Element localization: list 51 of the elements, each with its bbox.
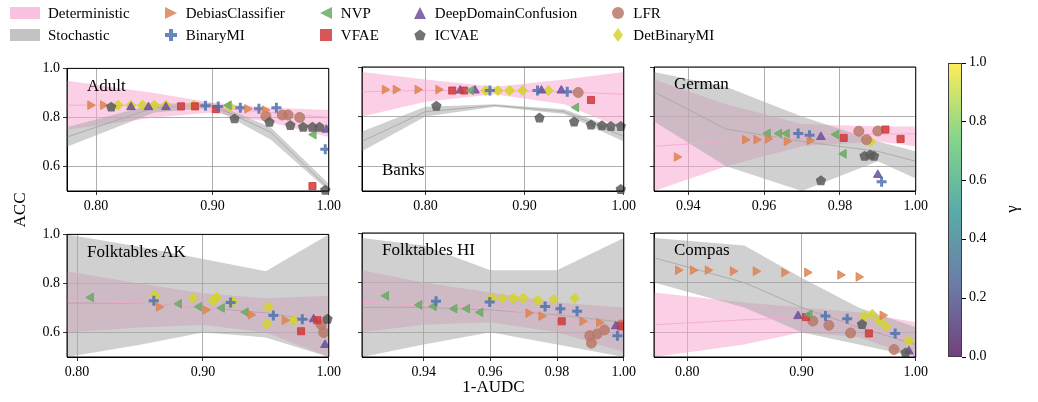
- x-tick-label: 0.90: [789, 364, 814, 380]
- x-tick-label: 1.00: [316, 364, 341, 380]
- x-tick-label: 0.90: [512, 198, 537, 214]
- x-tick-label: 0.80: [83, 198, 109, 214]
- legend-label: Deterministic: [48, 4, 130, 22]
- x-axis-title: 1-AUDC: [462, 377, 525, 396]
- x-tick-label: 1.00: [903, 198, 928, 214]
- x-tick-label: 1.00: [611, 364, 636, 380]
- color-bar-label: 1.0: [969, 54, 987, 70]
- y-tick-label: 0.6: [42, 324, 60, 340]
- y-tick-label: 1.0: [42, 60, 60, 76]
- legend-label: BinaryMI: [185, 26, 245, 44]
- chart-title: Folktables HI: [382, 240, 476, 260]
- chart-title: German: [674, 74, 730, 94]
- color-bar-label: 0.0: [969, 348, 987, 364]
- x-tick-label: 0.80: [64, 364, 90, 380]
- x-tick-label: 0.90: [200, 198, 225, 214]
- x-tick-label: 0.98: [827, 198, 853, 214]
- x-tick-label: 0.94: [411, 364, 436, 380]
- x-tick-label: 1.00: [316, 198, 341, 214]
- legend-label: DetBinaryMI: [633, 26, 715, 44]
- color-bar-label: 0.6: [969, 171, 987, 188]
- legend-label: ICVAE: [434, 26, 479, 44]
- chart-title: Folktables AK: [87, 241, 187, 261]
- chart-title: Adult: [87, 75, 126, 95]
- text: Banks: [382, 160, 425, 180]
- x-tick-label: 1.00: [611, 198, 636, 214]
- y-tick-label: 0.6: [42, 158, 60, 174]
- x-tick-label: 0.96: [478, 364, 503, 380]
- legend-label: VFAE: [340, 26, 379, 44]
- x-tick-label: 1.00: [903, 364, 928, 380]
- legend-label: LFR: [633, 4, 661, 22]
- y-tick-label: 1.0: [42, 226, 60, 242]
- x-tick-label: 0.90: [190, 364, 216, 380]
- x-tick-label: 0.94: [675, 198, 701, 214]
- legend-label: DeepDomainConfusion: [434, 4, 578, 22]
- y-axis-title: ACC: [10, 191, 30, 230]
- x-tick-label: 0.96: [751, 198, 777, 214]
- chart-title: Compas: [674, 240, 730, 260]
- legend-label: Stochastic: [48, 26, 110, 44]
- color-bar-label: 0.8: [969, 112, 987, 129]
- x-tick-label: 0.98: [544, 364, 570, 380]
- x-tick-label: 0.80: [674, 364, 700, 380]
- y-tick-label: 0.8: [42, 109, 60, 125]
- y-tick-label: 0.8: [42, 275, 60, 291]
- color-bar-label: 0.2: [969, 289, 987, 306]
- color-bar-title: γ: [1001, 205, 1022, 213]
- x-tick-label: 0.80: [413, 198, 438, 214]
- legend-label: DebiasClassifier: [185, 4, 285, 22]
- color-bar-label: 0.4: [969, 230, 987, 247]
- legend-label: NVP: [340, 4, 371, 22]
